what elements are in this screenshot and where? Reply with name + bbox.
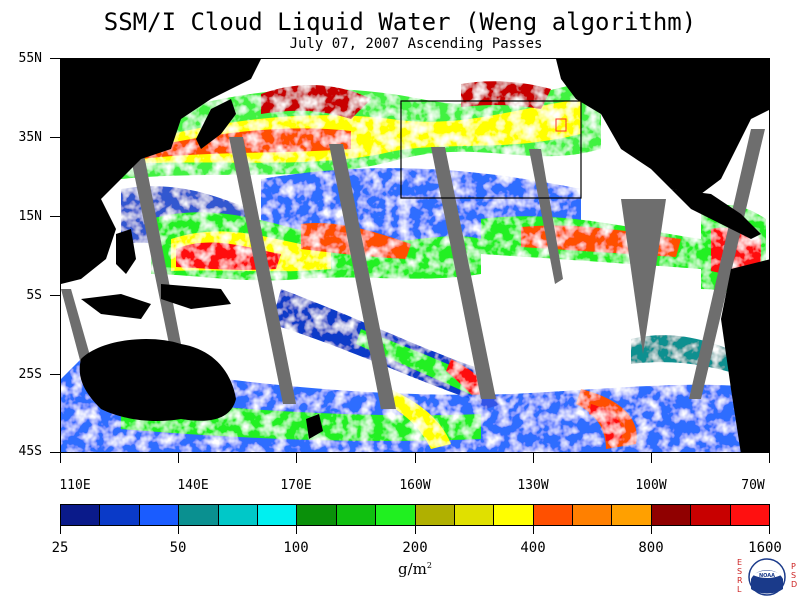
colorbar-segment bbox=[533, 505, 574, 525]
lon-label-160w: 160W bbox=[399, 478, 431, 493]
lon-label-130w: 130W bbox=[517, 478, 549, 493]
colorbar-segment bbox=[336, 505, 377, 525]
lat-tick bbox=[50, 452, 60, 453]
colorbar-segment bbox=[139, 505, 180, 525]
subregion-box bbox=[400, 100, 582, 199]
colorbar-segment bbox=[257, 505, 298, 525]
colorbar-label-50: 50 bbox=[169, 540, 187, 556]
lat-tick bbox=[50, 374, 60, 375]
noaa-logo-icon: E S R L P S D NOAA bbox=[737, 558, 797, 596]
colorbar-tick bbox=[415, 526, 416, 534]
lon-tick bbox=[651, 453, 652, 463]
lon-tick bbox=[60, 453, 61, 463]
lat-tick bbox=[50, 295, 60, 296]
lon-tick bbox=[415, 453, 416, 463]
colorbar-segment bbox=[454, 505, 495, 525]
colorbar-tick bbox=[533, 526, 534, 534]
lon-tick bbox=[533, 453, 534, 463]
map-subtitle: July 07, 2007 Ascending Passes bbox=[289, 36, 543, 52]
land-masses bbox=[61, 59, 769, 452]
colorbar-tick bbox=[178, 526, 179, 534]
lon-label-100w: 100W bbox=[635, 478, 667, 493]
lon-label-170e: 170E bbox=[280, 478, 312, 493]
colorbar-segment bbox=[494, 505, 534, 525]
colorbar-segment bbox=[651, 505, 692, 525]
colorbar-label-25: 25 bbox=[51, 540, 69, 556]
noaa-esrl-psd-logo: E S R L P S D NOAA bbox=[735, 555, 799, 599]
colorbar-label-1600: 1600 bbox=[748, 540, 782, 556]
lat-label-55n: 55N bbox=[18, 51, 42, 66]
lat-tick bbox=[50, 216, 60, 217]
lon-tick bbox=[769, 453, 770, 463]
colorbar-segment bbox=[297, 505, 337, 525]
map-title: SSM/I Cloud Liquid Water (Weng algorithm… bbox=[103, 8, 697, 36]
colorbar-tick bbox=[60, 526, 61, 534]
lat-tick bbox=[50, 58, 60, 59]
lat-label-25s: 25S bbox=[18, 367, 42, 382]
colorbar-label-800: 800 bbox=[638, 540, 664, 556]
lon-label-70w: 70W bbox=[741, 478, 765, 493]
lat-label-35n: 35N bbox=[18, 130, 42, 145]
lat-tick bbox=[50, 137, 60, 138]
colorbar-segment bbox=[573, 505, 613, 525]
asia-landmass bbox=[61, 59, 261, 199]
colorbar-segment bbox=[612, 505, 652, 525]
colorbar-segment bbox=[100, 505, 140, 525]
colorbar-tick bbox=[769, 526, 770, 534]
map-canvas bbox=[61, 59, 769, 452]
colorbar-tick bbox=[296, 526, 297, 534]
colorbar bbox=[60, 504, 770, 526]
swath-gaps bbox=[61, 129, 765, 409]
colorbar-segment bbox=[730, 505, 770, 525]
colorbar-segment bbox=[179, 505, 219, 525]
colorbar-tick bbox=[651, 526, 652, 534]
esrl-letter: R bbox=[737, 576, 743, 585]
colorbar-segment bbox=[218, 505, 258, 525]
lon-tick bbox=[296, 453, 297, 463]
cloud-liquid-water-map bbox=[60, 58, 770, 453]
north-america-landmass bbox=[556, 59, 769, 194]
south-america-landmass bbox=[721, 259, 769, 452]
esrl-letter: L bbox=[737, 585, 742, 594]
esrl-letter: S bbox=[737, 567, 742, 576]
australia-landmass bbox=[79, 339, 237, 421]
psd-letter: D bbox=[791, 580, 797, 589]
lon-tick bbox=[178, 453, 179, 463]
colorbar-segment bbox=[376, 505, 416, 525]
lon-label-110e: 110E bbox=[59, 478, 91, 493]
colorbar-label-100: 100 bbox=[283, 540, 309, 556]
colorbar-label-400: 400 bbox=[520, 540, 546, 556]
noaa-text: NOAA bbox=[759, 573, 775, 579]
colorbar-segment bbox=[415, 505, 455, 525]
esrl-letter: E bbox=[737, 558, 742, 567]
lat-label-5s: 5S bbox=[26, 288, 42, 303]
lat-label-15n: 15N bbox=[18, 209, 42, 224]
psd-letter: S bbox=[791, 571, 796, 580]
psd-letter: P bbox=[791, 562, 796, 571]
units-base: g/m bbox=[398, 560, 427, 578]
colorbar-units: g/m2 bbox=[385, 560, 445, 578]
colorbar-label-200: 200 bbox=[402, 540, 428, 556]
units-superscript: 2 bbox=[426, 561, 432, 570]
colorbar-segment bbox=[61, 505, 101, 525]
colorbar-segment bbox=[691, 505, 731, 525]
marker-box bbox=[555, 118, 567, 132]
lon-label-140e: 140E bbox=[177, 478, 209, 493]
lat-label-45s: 45S bbox=[18, 444, 42, 459]
